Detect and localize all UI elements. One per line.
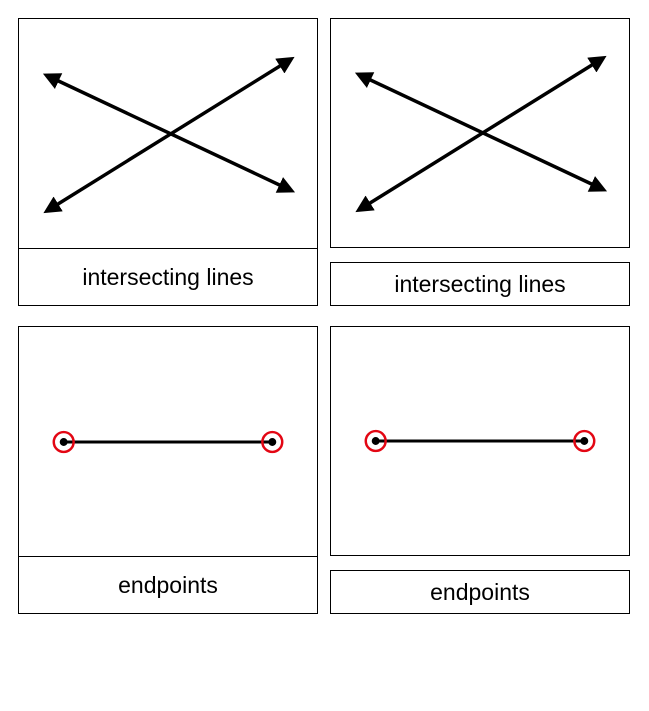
card-intersecting-diagram <box>330 18 630 248</box>
endpoints-icon <box>19 327 317 557</box>
card-endpoints-label: endpoints <box>330 570 630 614</box>
diagram-intersecting-combined <box>18 18 318 248</box>
intersecting-lines-icon <box>19 19 317 249</box>
card-endpoints-diagram <box>330 326 630 556</box>
row-endpoints: endpoints endpoints <box>18 326 631 614</box>
row-intersecting: intersecting lines intersecting lines <box>18 18 631 306</box>
endpoints-icon <box>331 326 629 556</box>
col-intersecting-separate: intersecting lines <box>330 18 630 306</box>
diagram-endpoints-combined <box>18 326 318 556</box>
label-intersecting-combined: intersecting lines <box>18 248 318 306</box>
label-endpoints-combined: endpoints <box>18 556 318 614</box>
intersecting-lines-icon <box>331 18 629 248</box>
card-endpoints-combined: endpoints <box>18 326 318 614</box>
col-endpoints-separate: endpoints <box>330 326 630 614</box>
card-intersecting-combined: intersecting lines <box>18 18 318 306</box>
card-intersecting-label: intersecting lines <box>330 262 630 306</box>
